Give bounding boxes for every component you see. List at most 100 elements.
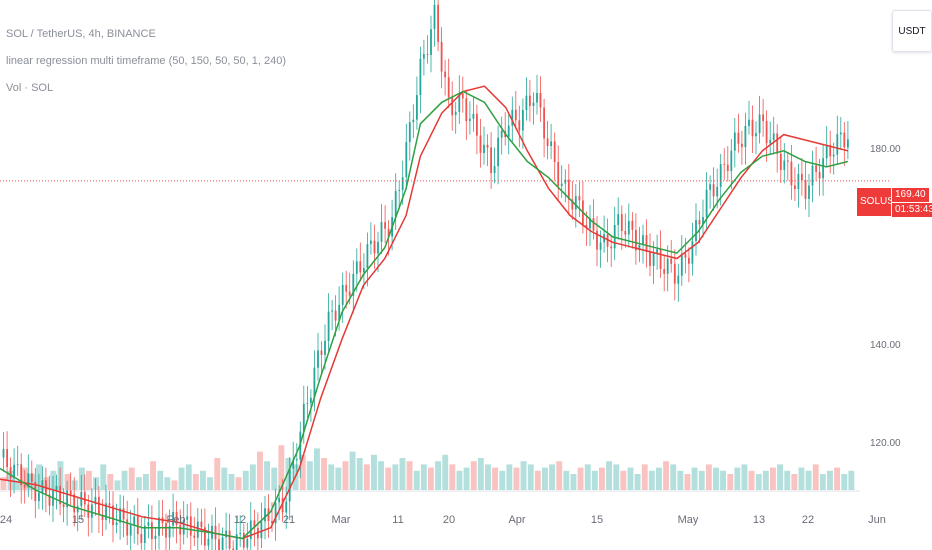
candle-body — [454, 111, 457, 116]
candle-body — [539, 93, 542, 108]
candle-body — [91, 504, 93, 518]
candle-body — [571, 199, 574, 210]
volume-bar — [527, 464, 534, 490]
volume-bar — [656, 467, 662, 490]
candle-body — [338, 304, 341, 321]
x-tick-label: Apr — [508, 514, 526, 526]
volume-bar — [570, 474, 577, 490]
candle-body — [730, 150, 733, 171]
candle-body — [476, 113, 478, 136]
volume-bar — [371, 454, 377, 490]
candle-body — [790, 161, 793, 186]
candle-body — [6, 449, 8, 468]
y-tick-label: 140.00 — [870, 340, 901, 351]
candle-body — [585, 224, 588, 229]
candle-body — [497, 137, 499, 167]
candle-body — [179, 524, 182, 535]
candle-body — [490, 147, 492, 174]
candle-body — [285, 501, 288, 513]
candle-body — [394, 190, 397, 217]
candle-body — [13, 464, 15, 479]
candle-body — [133, 516, 136, 526]
y-tick-label: 180.00 — [870, 144, 901, 155]
candle-body — [27, 473, 30, 488]
candle-body — [242, 532, 245, 548]
candle-body — [295, 459, 298, 461]
candle-body — [313, 367, 316, 398]
candle-body — [801, 173, 803, 181]
candle-body — [437, 4, 439, 42]
candle-body — [423, 54, 425, 59]
volume-bar — [71, 480, 78, 490]
volume-bar — [200, 470, 206, 490]
volume-bar — [606, 461, 612, 490]
candle-body — [59, 485, 61, 505]
candle-body — [815, 165, 817, 172]
candle-body — [302, 403, 305, 432]
candle-body — [705, 189, 708, 218]
candle-body — [733, 132, 736, 151]
candle-body — [151, 522, 153, 539]
volume-bar — [577, 467, 584, 490]
volume-bar — [477, 458, 484, 490]
volume-bar — [663, 461, 669, 490]
volume-bar — [584, 464, 591, 490]
candle-body — [345, 284, 348, 292]
candle-body — [101, 514, 104, 520]
volume-bar — [314, 448, 320, 490]
legend-volume[interactable]: Vol · SOL — [6, 82, 54, 94]
candle-body — [366, 244, 369, 269]
volume-bar — [777, 464, 783, 490]
candle-body — [327, 311, 330, 341]
volume-bar — [762, 470, 769, 490]
volume-bar — [264, 461, 270, 490]
candle-body — [652, 253, 655, 266]
volume-bar — [107, 474, 114, 490]
candle-body — [702, 217, 704, 225]
candle-body — [165, 523, 167, 538]
candle-body — [172, 512, 174, 526]
volume-bar — [770, 467, 776, 490]
candle-body — [592, 218, 595, 231]
volume-bar — [399, 458, 406, 490]
volume-bar — [420, 464, 427, 490]
candle-body — [373, 240, 376, 254]
candle-body — [680, 253, 683, 276]
candle-body — [136, 516, 139, 535]
volume-bar — [285, 458, 292, 490]
volume-bar — [214, 458, 221, 490]
candle-body — [829, 144, 832, 157]
legend-symbol[interactable]: SOL / TetherUS, 4h, BINANCE — [6, 28, 156, 40]
candle-body — [779, 153, 782, 170]
candle-body — [331, 310, 333, 312]
volume-bar — [591, 470, 598, 490]
candle-body — [398, 190, 401, 191]
candle-body — [16, 464, 19, 466]
volume-bar — [143, 474, 149, 490]
x-tick-label: 13 — [752, 514, 766, 526]
volume-bar — [620, 470, 627, 490]
volume-bar — [363, 464, 370, 490]
volume-bar — [114, 480, 121, 490]
volume-bar — [413, 470, 420, 490]
candle-body — [635, 230, 637, 251]
candle-body — [656, 249, 658, 253]
candle-body — [143, 525, 146, 543]
candle-body — [536, 93, 538, 103]
candle-body — [518, 120, 521, 131]
volume-bar — [228, 474, 235, 490]
volume-bar — [392, 464, 399, 490]
candle-body — [578, 196, 581, 201]
volume-bar — [321, 458, 327, 490]
candle-body — [567, 179, 570, 200]
candle-body — [119, 508, 121, 523]
legend-indicator[interactable]: linear regression multi timeframe (50, 1… — [6, 55, 287, 67]
candle-body — [55, 485, 58, 491]
candle-body — [232, 548, 235, 550]
volume-bar — [249, 464, 256, 490]
candle-body — [627, 220, 630, 235]
candle-body — [716, 186, 719, 197]
currency-button[interactable]: USDT — [892, 10, 932, 52]
volume-bar — [534, 470, 541, 490]
